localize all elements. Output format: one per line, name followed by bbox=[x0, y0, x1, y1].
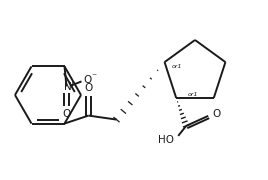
Text: O: O bbox=[84, 83, 93, 93]
Text: ⁻: ⁻ bbox=[91, 72, 96, 82]
Text: O: O bbox=[62, 109, 71, 119]
Text: O: O bbox=[83, 75, 92, 86]
Text: O: O bbox=[212, 109, 220, 119]
Text: or1: or1 bbox=[188, 92, 199, 97]
Text: or1: or1 bbox=[172, 64, 182, 69]
Text: +: + bbox=[68, 80, 75, 89]
Text: N: N bbox=[64, 82, 71, 92]
Text: HO: HO bbox=[158, 135, 174, 145]
